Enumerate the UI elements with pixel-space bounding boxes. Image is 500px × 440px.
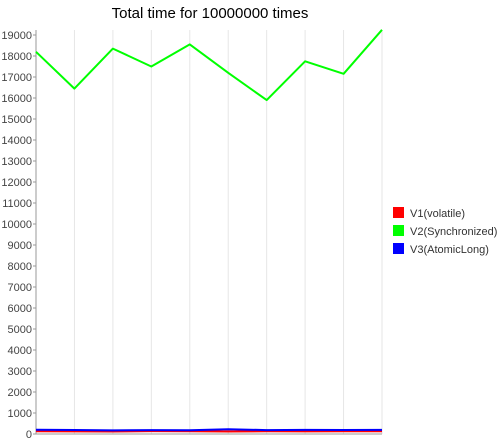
grid-lines	[36, 30, 382, 434]
legend: V1(volatile) V2(Synchronized) V3(AtomicLon…	[393, 207, 497, 256]
legend-swatch	[393, 243, 404, 254]
y-tick-label: 12000	[1, 177, 32, 189]
y-tick-label: 16000	[1, 93, 32, 105]
legend-label: V1(volatile)	[410, 208, 465, 220]
y-tick-label: 7000	[8, 282, 32, 294]
legend-label: V2(Synchronized)	[410, 226, 497, 238]
y-tick-label: 15000	[1, 114, 32, 126]
y-tick-label: 5000	[8, 324, 32, 336]
y-tick-label: 17000	[1, 72, 32, 84]
y-tick-label: 18000	[1, 51, 32, 63]
legend-swatch	[393, 225, 404, 236]
y-tick-label: 0	[26, 429, 32, 440]
series-lines	[36, 30, 382, 432]
y-tick-label: 3000	[8, 366, 32, 378]
y-axis-ticks: 0 1000 2000 3000 4000 5000 6000 7000 8000 9000 100…	[1, 30, 36, 440]
series-line	[36, 30, 382, 100]
y-tick-label: 6000	[8, 303, 32, 315]
y-tick-label: 2000	[8, 387, 32, 399]
y-tick-label: 9000	[8, 240, 32, 252]
y-tick-label: 11000	[2, 198, 32, 210]
series-line	[36, 429, 382, 430]
axes	[36, 30, 382, 434]
legend-label: V3(AtomicLong)	[410, 244, 489, 256]
y-tick-label: 8000	[8, 261, 32, 273]
y-tick-label: 14000	[1, 135, 32, 147]
chart-title: Total time for 10000000 times	[112, 5, 309, 22]
y-tick-label: 19000	[1, 30, 32, 42]
y-tick-label: 13000	[1, 156, 32, 168]
y-tick-label: 1000	[8, 408, 32, 420]
y-tick-label: 10000	[1, 219, 32, 231]
legend-swatch	[393, 207, 404, 218]
y-tick-label: 4000	[8, 345, 32, 357]
